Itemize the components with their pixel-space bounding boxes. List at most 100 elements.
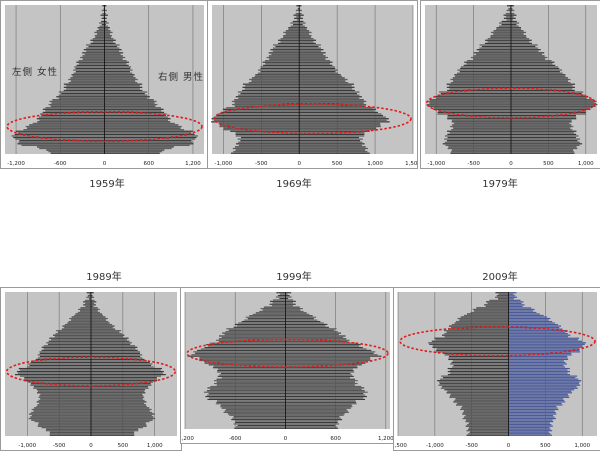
female-bar (270, 49, 299, 50)
female-bar (27, 127, 105, 128)
male-bar (299, 107, 372, 108)
male-bar (509, 315, 544, 316)
male-bar (509, 294, 514, 295)
male-bar (91, 329, 115, 330)
male-bar (511, 62, 554, 63)
female-bar (49, 338, 91, 339)
female-bar (249, 79, 299, 80)
female-bar (450, 79, 511, 80)
male-bar (105, 121, 171, 122)
male-bar (105, 54, 121, 55)
male-bar (91, 362, 150, 363)
male-bar (299, 129, 376, 130)
female-bar (263, 309, 286, 310)
male-bar (299, 117, 386, 118)
male-bar (511, 95, 585, 96)
female-bar (428, 342, 508, 343)
female-bar (224, 127, 299, 128)
male-bar (511, 15, 516, 16)
female-bar (240, 140, 299, 141)
female-bar (20, 369, 91, 370)
male-bar (285, 308, 302, 309)
female-bar (433, 109, 511, 110)
male-bar (511, 99, 594, 100)
male-bar (105, 109, 164, 110)
male-bar (509, 418, 556, 419)
male-bar (91, 395, 143, 396)
male-bar (509, 412, 556, 413)
female-bar (453, 80, 511, 81)
female-bar (487, 41, 511, 42)
male-bar (511, 124, 571, 125)
x-tick-label: 0 (89, 443, 93, 449)
male-bar (509, 368, 570, 369)
female-bar (214, 120, 299, 121)
female-bar (473, 55, 511, 56)
female-bar (288, 29, 299, 30)
female-bar (506, 16, 511, 17)
female-bar (449, 357, 509, 358)
female-bar (494, 30, 511, 31)
female-bar (243, 84, 299, 85)
female-bar (461, 407, 508, 408)
male-bar (91, 407, 149, 408)
female-bar (90, 40, 104, 41)
male-bar (299, 73, 338, 74)
male-bar (299, 148, 368, 149)
female-bar (30, 365, 91, 366)
male-bar (91, 416, 154, 417)
male-bar (285, 346, 359, 347)
female-bar (447, 332, 509, 333)
female-bar (217, 384, 286, 385)
female-bar (39, 117, 104, 118)
female-bar (219, 374, 285, 375)
male-bar (509, 392, 572, 393)
male-bar (105, 80, 136, 81)
female-bar (251, 80, 299, 81)
male-bar (509, 435, 552, 436)
male-bar (509, 339, 579, 340)
male-bar (91, 369, 161, 370)
female-bar (281, 41, 300, 42)
female-bar (280, 294, 286, 295)
male-bar (509, 397, 570, 398)
female-bar (447, 84, 511, 85)
male-bar (511, 54, 542, 55)
male-bar (509, 324, 558, 325)
female-bar (90, 43, 104, 44)
female-bar (464, 416, 508, 417)
male-bar (91, 304, 96, 305)
male-bar (285, 419, 342, 420)
female-bar (220, 123, 299, 124)
x-tick-label: 600 (143, 161, 154, 167)
female-bar (95, 35, 105, 36)
female-bar (38, 400, 91, 401)
female-bar (59, 95, 105, 96)
male-bar (509, 297, 517, 298)
female-bar (216, 403, 286, 404)
male-bar (511, 37, 526, 38)
male-bar (285, 353, 373, 354)
female-bar (430, 99, 511, 100)
male-bar (285, 330, 334, 331)
male-bar (105, 46, 118, 47)
female-bar (469, 427, 509, 428)
male-bar (509, 341, 582, 342)
male-bar (285, 377, 350, 378)
male-bar (509, 347, 583, 348)
female-bar (94, 32, 104, 33)
female-bar (447, 140, 511, 141)
male-bar (299, 74, 341, 75)
male-bar (299, 110, 374, 111)
male-bar (511, 41, 529, 42)
male-bar (105, 146, 174, 147)
male-bar (511, 153, 575, 154)
female-bar (23, 129, 104, 130)
female-bar (493, 33, 511, 34)
male-bar (285, 356, 381, 357)
female-bar (102, 24, 105, 25)
female-bar (204, 392, 285, 393)
male-bar (299, 55, 325, 56)
female-bar (261, 66, 300, 67)
